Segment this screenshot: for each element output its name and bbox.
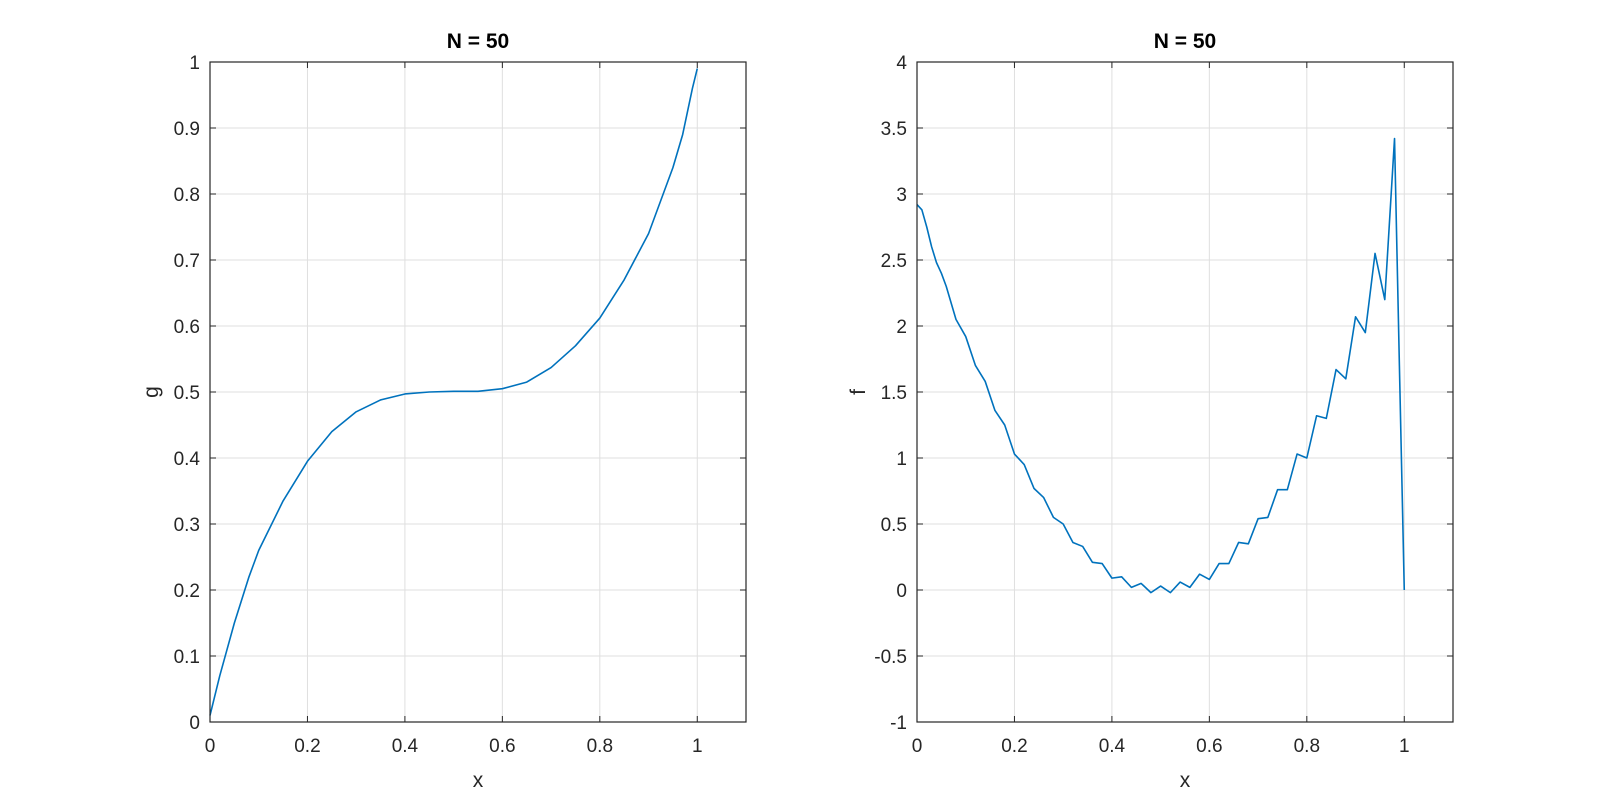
plot-title: N = 50 (1154, 30, 1216, 53)
plot-title: N = 50 (447, 30, 509, 53)
y-tick-label: 3.5 (881, 119, 907, 140)
y-tick-label: -0.5 (874, 647, 907, 668)
x-tick-label: 0.8 (587, 736, 613, 757)
y-tick-label: 3 (896, 185, 907, 206)
x-axis-label: x (1180, 769, 1191, 792)
y-tick-label: 0.6 (174, 317, 200, 338)
y-tick-label: 0.2 (174, 581, 200, 602)
y-tick-label: 1 (189, 53, 200, 74)
x-tick-label: 0 (912, 736, 923, 757)
y-tick-label: 2.5 (881, 251, 907, 272)
y-tick-label: 0.7 (174, 251, 200, 272)
y-tick-label: 0.1 (174, 647, 200, 668)
y-tick-label: 1.5 (881, 383, 907, 404)
x-tick-label: 0.2 (1001, 736, 1027, 757)
y-tick-label: 0.5 (174, 383, 200, 404)
y-tick-label: 1 (896, 449, 907, 470)
y-tick-label: 0.5 (881, 515, 907, 536)
y-tick-label: 4 (896, 53, 907, 74)
y-axis-label: g (140, 386, 163, 398)
x-tick-label: 0.2 (294, 736, 320, 757)
right-plot: 0 0.2 0.4 0.6 0.8 1 -1 -0.5 0 0.5 1 1.5 2 2.5 3 3.5 4 N =… (847, 30, 1454, 792)
x-tick-label: 0.4 (392, 736, 419, 757)
x-tick-label: 0 (205, 736, 216, 757)
y-tick-label: 0.8 (174, 185, 200, 206)
x-tick-label: 0.8 (1294, 736, 1320, 757)
x-axis-label: x (473, 769, 484, 792)
y-tick-label: 0 (189, 713, 200, 734)
x-tick-label: 1 (1399, 736, 1410, 757)
y-tick-label: 0.3 (174, 515, 200, 536)
x-tick-label: 0.6 (489, 736, 515, 757)
x-tick-label: 0.6 (1196, 736, 1222, 757)
y-axis-label: f (847, 389, 870, 395)
y-tick-label: 2 (896, 317, 907, 338)
y-tick-label: 0.9 (174, 119, 200, 140)
y-tick-label: -1 (890, 713, 907, 734)
left-plot: 0 0.2 0.4 0.6 0.8 1 0 0.1 0.2 0.3 0.4 0.5 0.6 0.7 0.8 0… (140, 30, 747, 792)
x-tick-label: 1 (692, 736, 703, 757)
y-tick-label: 0.4 (174, 449, 201, 470)
series-line (209, 68, 699, 716)
y-tick-label: 0 (896, 581, 907, 602)
x-tick-label: 0.4 (1099, 736, 1126, 757)
series-line (916, 137, 1406, 594)
